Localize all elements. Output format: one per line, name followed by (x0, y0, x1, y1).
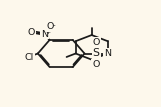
Text: S: S (93, 48, 100, 59)
Text: N: N (104, 49, 111, 58)
Text: N: N (41, 30, 48, 39)
Text: O: O (92, 60, 100, 69)
Text: O: O (92, 38, 100, 47)
Text: Cl: Cl (24, 53, 33, 62)
Text: +: + (45, 30, 50, 35)
Text: N: N (104, 49, 111, 58)
Text: O: O (47, 22, 54, 31)
Text: O: O (28, 28, 35, 37)
Text: -: - (52, 22, 55, 28)
